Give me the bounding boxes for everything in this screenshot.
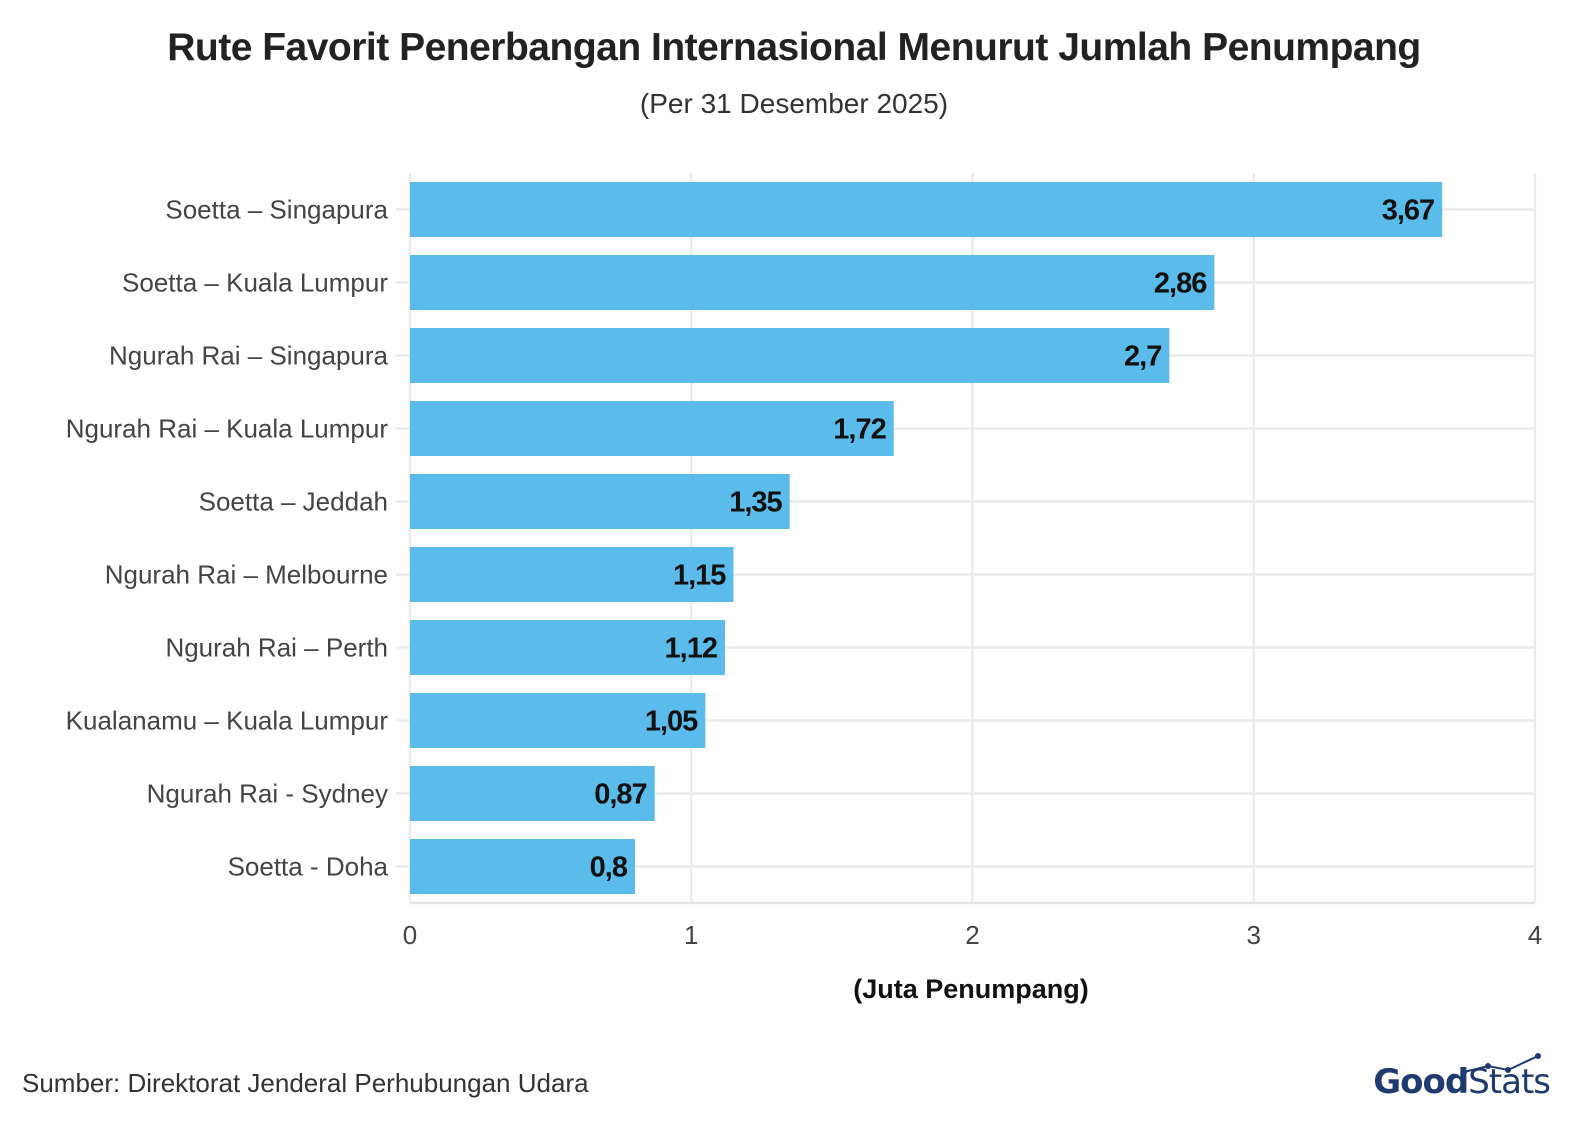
- bar: [410, 547, 734, 602]
- data-label: 0,87: [594, 779, 646, 811]
- category-label: Ngurah Rai – Kuala Lumpur: [66, 414, 389, 444]
- bar: [410, 474, 790, 529]
- bar: [410, 182, 1443, 237]
- data-label: 0,8: [590, 852, 628, 884]
- x-tick-label: 1: [684, 920, 698, 950]
- bar: [410, 620, 725, 675]
- bar: [410, 401, 894, 456]
- bar: [410, 839, 635, 894]
- bars: 3,67 2,86 2,7 1,72 1,35 1,15 1,12 1,05 0,87 0,8: [410, 182, 1443, 894]
- category-label: Kualanamu – Kuala Lumpur: [66, 706, 389, 736]
- x-tick-label: 0: [403, 920, 417, 950]
- category-label: Ngurah Rai - Sydney: [147, 779, 388, 809]
- x-tick-label: 2: [965, 920, 979, 950]
- category-labels: Soetta – Singapura Soetta – Kuala Lumpur N…: [66, 195, 389, 882]
- chart-title: Rute Favorit Penerbangan Internasional M…: [167, 26, 1421, 69]
- bar: [410, 766, 655, 821]
- source-note: Sumber: Direktorat Jenderal Perhubungan …: [22, 1068, 589, 1098]
- bar: [410, 693, 706, 748]
- x-tick-label: 4: [1528, 920, 1542, 950]
- bar: [410, 255, 1215, 310]
- category-label: Ngurah Rai – Melbourne: [105, 560, 388, 590]
- x-axis-ticks: 0 1 2 3 4: [403, 920, 1542, 950]
- category-label: Soetta – Singapura: [165, 195, 388, 225]
- goodstats-logo: GoodStats: [1373, 1062, 1551, 1102]
- logo-trend-icon: [1461, 1053, 1541, 1075]
- data-label: 3,67: [1382, 195, 1434, 227]
- category-label: Soetta – Jeddah: [199, 487, 388, 517]
- bar-chart: 3,67 2,86 2,7 1,72 1,35 1,15 1,12 1,05 0,87 0,8 S…: [66, 173, 1542, 1004]
- category-label: Ngurah Rai – Perth: [165, 633, 388, 663]
- data-label: 2,7: [1124, 341, 1161, 373]
- x-tick-label: 3: [1247, 920, 1261, 950]
- data-label: 1,12: [665, 633, 717, 665]
- category-label: Soetta – Kuala Lumpur: [122, 268, 388, 298]
- data-label: 2,86: [1154, 268, 1207, 300]
- category-label: Ngurah Rai – Singapura: [109, 341, 388, 371]
- data-label: 1,15: [673, 560, 726, 592]
- data-label: 1,05: [645, 706, 698, 738]
- data-label: 1,35: [729, 487, 782, 519]
- category-label: Soetta - Doha: [228, 852, 389, 882]
- logo-part-good: Good: [1373, 1062, 1469, 1102]
- bar: [410, 328, 1170, 383]
- chart-subtitle: (Per 31 Desember 2025): [639, 88, 949, 119]
- data-label: 1,72: [833, 414, 885, 446]
- x-axis-label: (Juta Penumpang): [853, 974, 1089, 1004]
